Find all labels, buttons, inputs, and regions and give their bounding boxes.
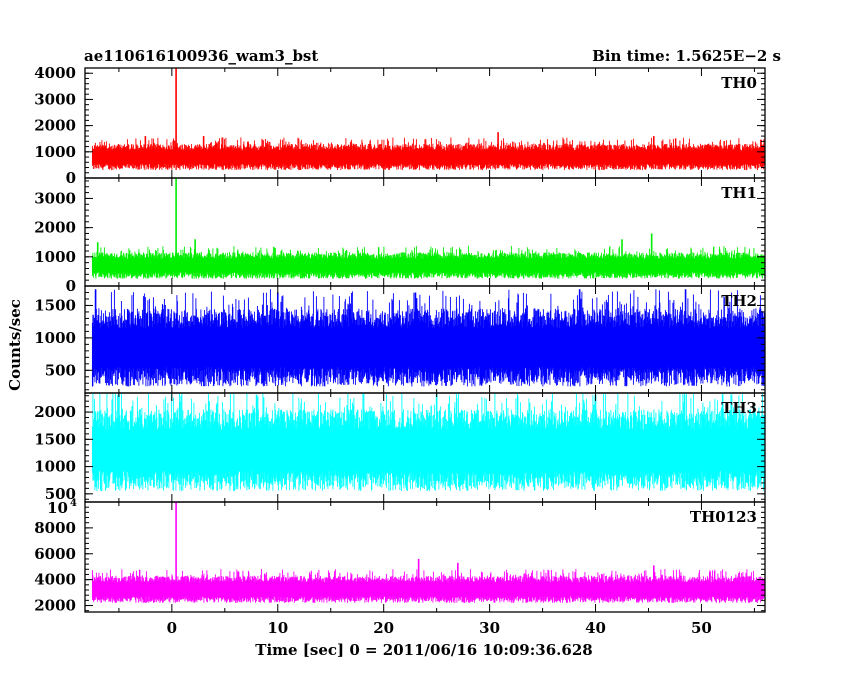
y-tick-label: 2000 [34,597,76,615]
light-curve-th0 [91,137,765,171]
y-tick-label: 1500 [34,296,76,314]
x-tick-label: 50 [691,619,712,637]
y-tick-label: 0 [66,277,76,295]
y-top-label-exponent: 4 [70,498,77,509]
y-tick-label: 1000 [34,248,76,266]
y-tick-label: 500 [45,485,76,503]
y-tick-label: 2000 [34,403,76,421]
x-tick-label: 20 [373,619,394,637]
light-curve-th2 [91,289,765,387]
x-tick-label: 0 [167,619,177,637]
y-tick-label: 1000 [34,458,76,476]
panel-th3: 500 1000 1500 2000 TH3 [34,392,766,503]
y-tick-label: 1000 [34,143,76,161]
panel-name-th3: TH3 [721,399,757,417]
light-curve-th1 [91,245,765,279]
y-tick-label: 4000 [34,64,76,82]
panel-name-th0123: TH0123 [690,508,757,526]
y-tick-label: 2000 [34,117,76,135]
y-tick-label: 3000 [34,189,76,207]
panel-th1: 0 1000 2000 3000 TH1 [34,177,766,295]
panel-th0: 0 1000 2000 3000 4000 TH0 [34,64,766,187]
panel-th0123: 2000 4000 6000 8000 10 4 TH0123 [34,498,766,615]
header-title: ae110616100936_wam3_bst [84,47,318,65]
panel-name-th2: TH2 [721,292,757,310]
panel-name-th0: TH0 [721,74,757,92]
y-tick-label: 8000 [34,519,76,537]
y-tick-label: 3000 [34,90,76,108]
y-tick-label: 4000 [34,571,76,589]
y-top-label: 10 [47,499,68,517]
light-curve-th3 [91,393,765,492]
y-tick-label: 1500 [34,430,76,448]
light-curve-th0123 [91,569,765,603]
x-tick-label: 40 [585,619,606,637]
panel-name-th1: TH1 [721,184,757,202]
y-tick-label: 6000 [34,545,76,563]
y-tick-label: 1000 [34,329,76,347]
y-tick-label: 0 [66,169,76,187]
x-tick-label: 30 [479,619,500,637]
x-axis-label: Time [sec] 0 = 2011/06/16 10:09:36.628 [255,641,592,659]
header-bin-time: Bin time: 1.5625E−2 s [592,47,781,65]
y-tick-label: 2000 [34,219,76,237]
x-tick-label: 10 [267,619,288,637]
y-tick-label: 500 [45,361,76,379]
panel-th2: 500 1000 1500 TH2 [34,285,766,394]
panel-frame [84,501,766,613]
y-axis-label: Counts/sec [6,299,24,391]
